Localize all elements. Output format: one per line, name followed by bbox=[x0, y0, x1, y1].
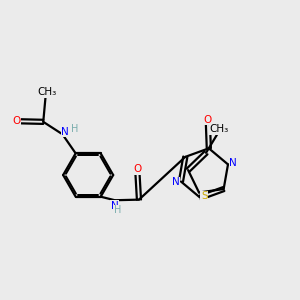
Text: H: H bbox=[114, 205, 122, 215]
Text: H: H bbox=[71, 124, 79, 134]
Text: O: O bbox=[134, 164, 142, 174]
Text: N: N bbox=[230, 158, 237, 168]
Text: N: N bbox=[111, 200, 119, 211]
Text: N: N bbox=[61, 127, 69, 137]
Text: O: O bbox=[204, 115, 212, 125]
Text: CH₃: CH₃ bbox=[210, 124, 229, 134]
Text: O: O bbox=[12, 116, 20, 126]
Text: S: S bbox=[201, 191, 208, 201]
Text: CH₃: CH₃ bbox=[38, 87, 57, 98]
Text: N: N bbox=[172, 177, 179, 187]
